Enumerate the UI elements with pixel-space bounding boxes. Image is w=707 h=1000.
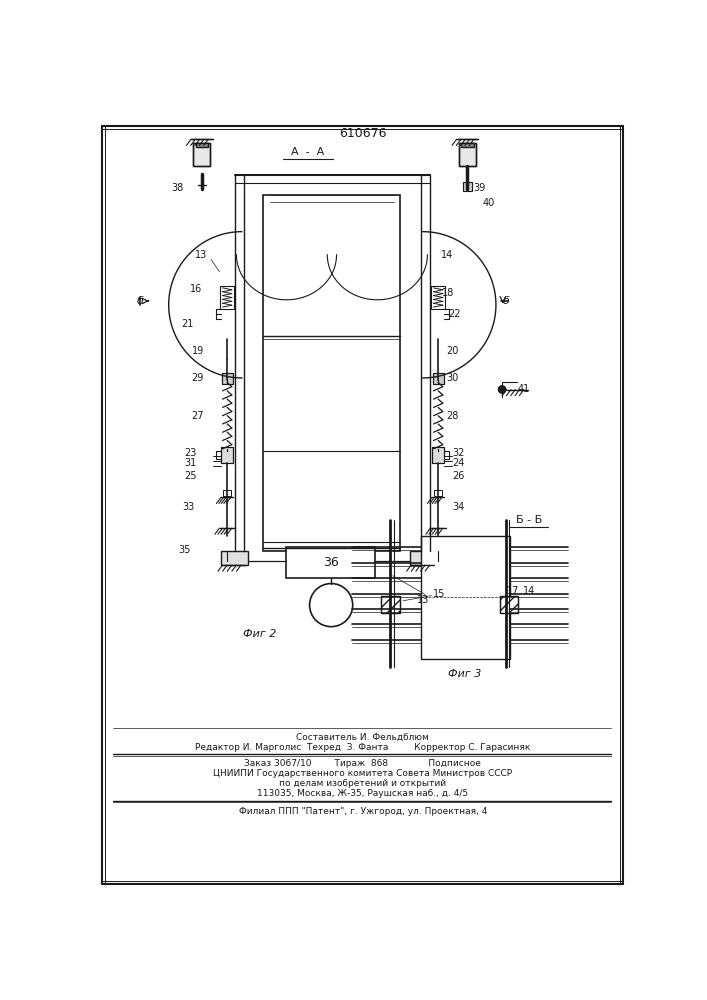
Bar [196,143,208,147]
Bar [222,373,233,384]
Text: А  -  А: А - А [291,147,325,157]
Text: Фиг 3: Фиг 3 [448,669,481,679]
Bar [381,596,399,613]
Text: 28: 28 [446,411,458,421]
Text: б: б [503,296,509,306]
Bar [221,551,248,565]
Bar [434,490,442,496]
Bar [463,182,472,191]
Text: 22: 22 [448,309,461,319]
Bar [221,447,233,463]
Text: 19: 19 [192,346,204,356]
Bar [286,547,375,578]
Bar [459,143,476,166]
Text: 27: 27 [192,411,204,421]
Text: 30: 30 [446,373,458,383]
Circle shape [498,386,506,393]
Bar [433,373,443,384]
Text: Составитель И. Фельдблюм: Составитель И. Фельдблюм [296,733,429,742]
Text: ЦНИИПИ Государственного комитета Совета Министров СССР: ЦНИИПИ Государственного комитета Совета … [213,769,513,778]
Bar [193,143,210,166]
Text: 17: 17 [507,586,519,596]
Bar [500,596,518,613]
Text: 18: 18 [442,288,455,298]
Bar [421,536,510,659]
Bar [409,551,437,565]
Text: 35: 35 [178,545,190,555]
Bar [223,490,231,496]
Bar [459,143,476,166]
Bar [433,373,443,384]
Text: Фиг 2: Фиг 2 [243,629,276,639]
Text: 41: 41 [518,384,530,394]
Text: Б - Б: Б - Б [516,515,542,525]
Text: 21: 21 [182,319,194,329]
Bar [221,286,234,309]
Bar [221,447,233,463]
Text: по делам изобретений и открытий: по делам изобретений и открытий [279,779,446,788]
Text: 40: 40 [483,198,495,208]
Text: б: б [136,296,144,306]
Text: 13: 13 [195,250,207,260]
Text: 24: 24 [452,458,464,468]
Bar [432,447,444,463]
Bar [461,143,474,147]
Text: 33: 33 [182,502,194,512]
Bar [222,373,233,384]
Bar [264,195,399,551]
Text: 38: 38 [171,183,183,193]
Text: 610676: 610676 [339,127,387,140]
Text: 32: 32 [452,448,464,458]
Text: 23: 23 [184,448,197,458]
Text: 36: 36 [323,556,339,569]
Text: Редактор И. Марголис  Техред  З. Фанта         Корректор С. Гарасиняк: Редактор И. Марголис Техред З. Фанта Кор… [195,743,530,752]
Text: 15: 15 [433,589,445,599]
Text: 14: 14 [440,250,452,260]
Bar [500,596,518,613]
Text: 20: 20 [446,346,458,356]
Bar [432,447,444,463]
Text: 113035, Москва, Ж-35, Раушская наб., д. 4/5: 113035, Москва, Ж-35, Раушская наб., д. … [257,789,468,798]
Text: 39: 39 [474,183,486,193]
Text: 14: 14 [523,586,535,596]
Text: Заказ 3067/10        Тираж  868              Подписное: Заказ 3067/10 Тираж 868 Подписное [245,759,481,768]
Text: 16: 16 [189,284,201,294]
Text: Филиал ППП "Патент", г. Ужгород, ул. Проектная, 4: Филиал ППП "Патент", г. Ужгород, ул. Про… [238,807,487,816]
Bar [381,596,399,613]
Text: 25: 25 [184,471,197,481]
Bar [431,286,445,309]
Text: 26: 26 [452,471,464,481]
Text: 29: 29 [192,373,204,383]
Text: 31: 31 [184,458,197,468]
Bar [193,143,210,166]
Text: 34: 34 [452,502,464,512]
Text: 13: 13 [416,595,429,605]
